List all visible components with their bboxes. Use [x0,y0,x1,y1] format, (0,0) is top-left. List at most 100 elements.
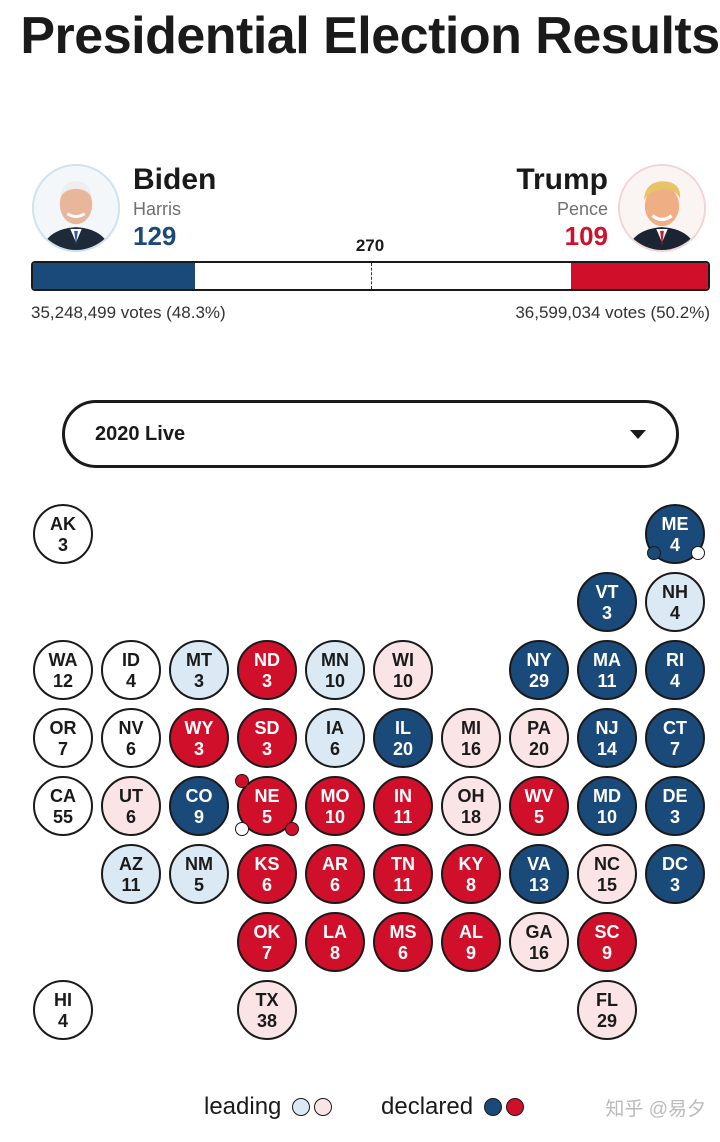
state-nd[interactable]: ND 3 [237,640,297,700]
state-mi[interactable]: MI 16 [441,708,501,768]
election-year-select[interactable]: 2020 Live [62,400,679,468]
state-electoral-votes: 6 [261,875,272,895]
state-mo[interactable]: MO 10 [305,776,365,836]
state-wy[interactable]: WY 3 [169,708,229,768]
state-abbr: ID [122,650,140,670]
state-me[interactable]: ME 4 [645,504,705,564]
state-ny[interactable]: NY 29 [509,640,569,700]
state-electoral-votes: 11 [597,671,617,691]
state-wv[interactable]: WV 5 [509,776,569,836]
chevron-down-icon [630,430,646,439]
state-electoral-votes: 3 [601,603,612,623]
state-id[interactable]: ID 4 [101,640,161,700]
biden-avatar [32,164,120,252]
state-tx[interactable]: TX 38 [237,980,297,1040]
state-ut[interactable]: UT 6 [101,776,161,836]
election-year-select-value: 2020 Live [95,423,186,445]
state-abbr: MN [321,650,349,670]
state-ak[interactable]: AK 3 [33,504,93,564]
state-abbr: AR [322,854,348,874]
state-electoral-votes: 5 [533,807,544,827]
rep-electoral-votes: 109 [564,221,608,251]
state-electoral-votes: 11 [393,807,413,827]
state-wa[interactable]: WA 12 [33,640,93,700]
state-electoral-votes: 14 [596,739,618,759]
state-ga[interactable]: GA 16 [509,912,569,972]
state-vt[interactable]: VT 3 [577,572,637,632]
state-mt[interactable]: MT 3 [169,640,229,700]
state-hi[interactable]: HI 4 [33,980,93,1040]
state-electoral-votes: 13 [528,875,550,895]
state-de[interactable]: DE 3 [645,776,705,836]
state-nv[interactable]: NV 6 [101,708,161,768]
dem-electoral-votes: 129 [133,221,177,251]
state-abbr: AZ [119,854,143,874]
state-electoral-votes: 7 [261,943,272,963]
state-wi[interactable]: WI 10 [373,640,433,700]
state-ms[interactable]: MS 6 [373,912,433,972]
state-nh[interactable]: NH 4 [645,572,705,632]
state-electoral-votes: 6 [329,875,340,895]
state-ma[interactable]: MA 11 [577,640,637,700]
state-ia[interactable]: IA 6 [305,708,365,768]
state-az[interactable]: AZ 11 [101,844,161,904]
legend-leading: leading [204,1092,333,1122]
threshold-line [370,263,372,289]
dem-candidate-name: Biden [133,163,217,196]
state-al[interactable]: AL 9 [441,912,501,972]
state-md[interactable]: MD 10 [577,776,637,836]
state-sc[interactable]: SC 9 [577,912,637,972]
state-nj[interactable]: NJ 14 [577,708,637,768]
state-abbr: DC [662,854,688,874]
state-oh[interactable]: OH 18 [441,776,501,836]
state-electoral-votes: 20 [528,739,550,759]
state-ct[interactable]: CT 7 [645,708,705,768]
state-electoral-votes: 10 [324,671,346,691]
state-electoral-votes: 3 [57,535,68,555]
state-abbr: MD [593,786,621,806]
state-or[interactable]: OR 7 [33,708,93,768]
state-abbr: HI [54,990,72,1010]
state-ok[interactable]: OK 7 [237,912,297,972]
state-nm[interactable]: NM 5 [169,844,229,904]
state-ca[interactable]: CA 55 [33,776,93,836]
state-tn[interactable]: TN 11 [373,844,433,904]
state-abbr: UT [119,786,143,806]
state-dc[interactable]: DC 3 [645,844,705,904]
state-pa[interactable]: PA 20 [509,708,569,768]
state-abbr: DE [662,786,688,806]
state-electoral-votes: 5 [193,875,204,895]
state-nc[interactable]: NC 15 [577,844,637,904]
state-electoral-votes: 12 [52,671,74,691]
state-electoral-votes: 3 [669,875,680,895]
state-abbr: IN [394,786,412,806]
state-fl[interactable]: FL 29 [577,980,637,1040]
state-electoral-votes: 16 [460,739,482,759]
state-abbr: IL [395,718,411,738]
legend-leading-label: leading [204,1093,282,1120]
state-ks[interactable]: KS 6 [237,844,297,904]
state-sd[interactable]: SD 3 [237,708,297,768]
state-electoral-votes: 9 [601,943,612,963]
state-va[interactable]: VA 13 [509,844,569,904]
state-ky[interactable]: KY 8 [441,844,501,904]
state-mn[interactable]: MN 10 [305,640,365,700]
state-electoral-votes: 4 [125,671,136,691]
state-ar[interactable]: AR 6 [305,844,365,904]
legend-declared-dem-dot [483,1098,502,1116]
state-il[interactable]: IL 20 [373,708,433,768]
state-in[interactable]: IN 11 [373,776,433,836]
state-co[interactable]: CO 9 [169,776,229,836]
state-la[interactable]: LA 8 [305,912,365,972]
state-electoral-votes: 4 [57,1011,68,1031]
legend-declared-rep-dot [505,1098,524,1116]
rep-popular-votes: 36,599,034 votes (50.2%) [515,303,710,322]
dem-popular-votes: 35,248,499 votes (48.3%) [31,303,226,322]
state-abbr: MT [186,650,212,670]
state-ri[interactable]: RI 4 [645,640,705,700]
state-abbr: SD [254,718,280,738]
state-abbr: KS [254,854,280,874]
state-electoral-votes: 5 [261,807,272,827]
state-electoral-votes: 10 [392,671,414,691]
state-ne[interactable]: NE 5 [237,776,297,836]
